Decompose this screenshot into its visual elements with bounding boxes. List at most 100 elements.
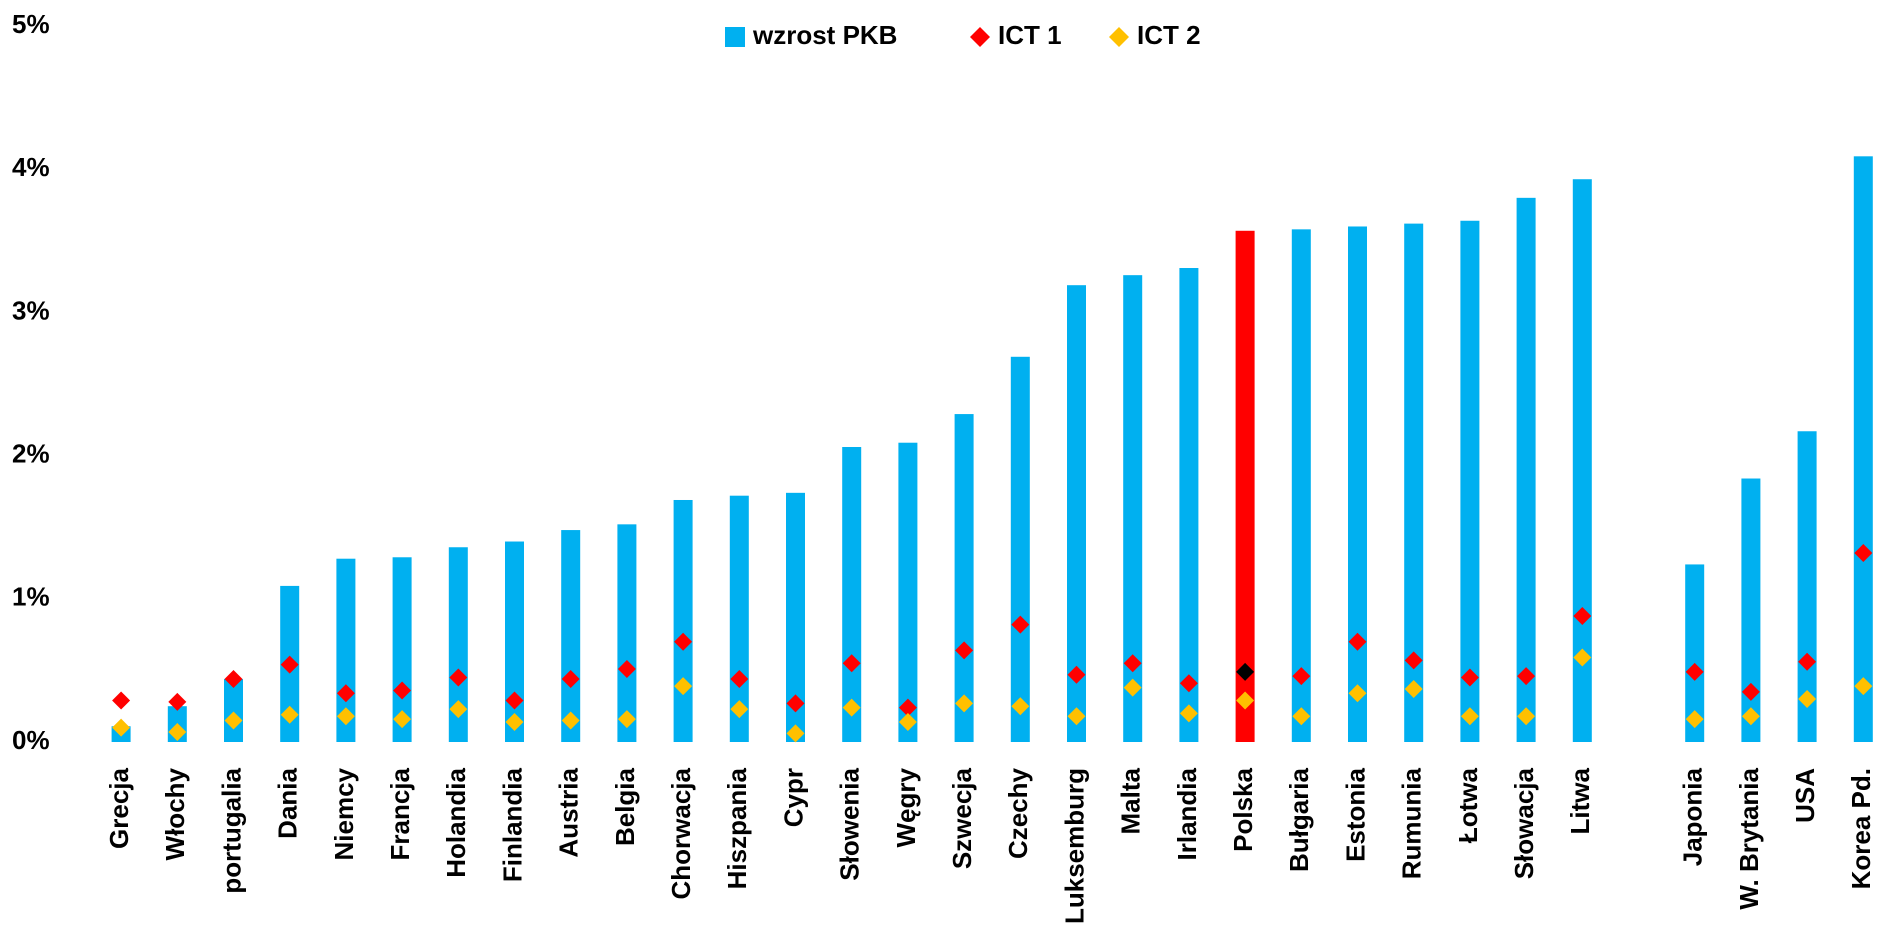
marker <box>898 712 917 731</box>
legend-swatch <box>1109 27 1129 47</box>
bar <box>1348 226 1367 743</box>
marker <box>449 668 468 687</box>
x-tick-label: Rumunia <box>1397 767 1427 879</box>
marker <box>168 722 187 741</box>
legend-label: ICT 2 <box>1137 20 1201 50</box>
bar <box>1179 268 1199 742</box>
marker <box>1460 707 1479 726</box>
marker <box>224 669 243 688</box>
x-tick-label: Dania <box>273 767 303 838</box>
marker <box>1517 707 1536 726</box>
marker <box>1741 682 1760 701</box>
bar <box>1010 356 1030 742</box>
x-tick-label: Grecja <box>104 767 134 848</box>
marker <box>730 700 749 719</box>
y-tick-label: 3% <box>12 295 50 325</box>
bar <box>673 499 693 742</box>
bar <box>1572 179 1592 742</box>
marker <box>786 724 805 743</box>
bar <box>1516 197 1536 743</box>
marker <box>1854 543 1873 562</box>
bar <box>561 530 581 742</box>
marker <box>1179 704 1198 723</box>
legend-swatch <box>970 27 990 47</box>
y-tick-label: 4% <box>12 152 50 182</box>
bar <box>1291 229 1311 742</box>
marker <box>1011 697 1030 716</box>
x-tick-label: Szwecja <box>947 767 977 869</box>
bar <box>1123 275 1143 742</box>
marker <box>1348 632 1367 651</box>
x-tick-label: Holandia <box>441 767 471 877</box>
marker <box>842 654 861 673</box>
marker <box>1011 615 1030 634</box>
y-tick-label: 1% <box>12 582 50 612</box>
marker <box>1517 667 1536 686</box>
marker <box>561 711 580 730</box>
marker <box>336 684 355 703</box>
marker <box>1573 606 1592 625</box>
marker <box>617 710 636 729</box>
x-tick-label: Malta <box>1116 767 1146 834</box>
x-tick-label: Niemcy <box>329 767 359 860</box>
marker <box>505 691 524 710</box>
x-tick-label: Włochy <box>160 767 190 860</box>
marker <box>449 700 468 719</box>
x-tick-label: Łotwa <box>1453 767 1483 843</box>
x-tick-label: Belgia <box>610 767 640 846</box>
bar <box>842 447 862 742</box>
x-tick-label: USA <box>1790 768 1820 823</box>
bar <box>448 547 468 742</box>
legend-swatch <box>725 27 745 47</box>
marker <box>1236 662 1255 681</box>
x-tick-label: Austria <box>554 767 584 857</box>
marker <box>786 694 805 713</box>
bar <box>1460 220 1480 742</box>
x-tick-label: Irlandia <box>1172 767 1202 860</box>
x-tick-label: Litwa <box>1565 767 1595 834</box>
marker <box>1854 677 1873 696</box>
marker <box>1067 707 1086 726</box>
x-tick-label: Estonia <box>1340 767 1370 861</box>
marker <box>1573 648 1592 667</box>
bar <box>1741 478 1761 742</box>
marker <box>842 698 861 717</box>
marker <box>955 694 974 713</box>
x-tick-label: Polska <box>1228 767 1258 851</box>
marker <box>224 711 243 730</box>
x-tick-label: Czechy <box>1003 767 1033 859</box>
marker <box>393 681 412 700</box>
marker <box>1348 684 1367 703</box>
marker <box>1123 678 1142 697</box>
marker <box>1460 668 1479 687</box>
marker <box>1741 707 1760 726</box>
y-tick-label: 0% <box>12 725 50 755</box>
bar <box>1235 230 1255 742</box>
x-tick-label: Cypr <box>778 768 808 827</box>
x-tick-label: Korea Pd. <box>1846 768 1876 889</box>
y-tick-label: 2% <box>12 438 50 468</box>
bar <box>786 492 805 742</box>
marker <box>1404 651 1423 670</box>
x-tick-label: Słowacja <box>1509 767 1539 879</box>
x-tick-label: Słowenia <box>835 767 865 880</box>
bar <box>617 524 637 742</box>
marker <box>280 705 299 724</box>
marker <box>112 691 131 710</box>
marker <box>1123 654 1142 673</box>
bar <box>224 678 243 742</box>
x-tick-label: Japonia <box>1678 767 1708 866</box>
x-tick-label: portugalia <box>216 767 246 893</box>
marker <box>1798 690 1817 709</box>
marker <box>1179 674 1198 693</box>
marker <box>112 718 131 737</box>
marker <box>1404 680 1423 699</box>
marker <box>898 698 917 717</box>
marker <box>1798 652 1817 671</box>
y-tick-label: 5% <box>12 9 50 39</box>
bar <box>898 442 918 742</box>
marker <box>1292 707 1311 726</box>
legend-label: ICT 1 <box>998 20 1062 50</box>
marker <box>1685 662 1704 681</box>
